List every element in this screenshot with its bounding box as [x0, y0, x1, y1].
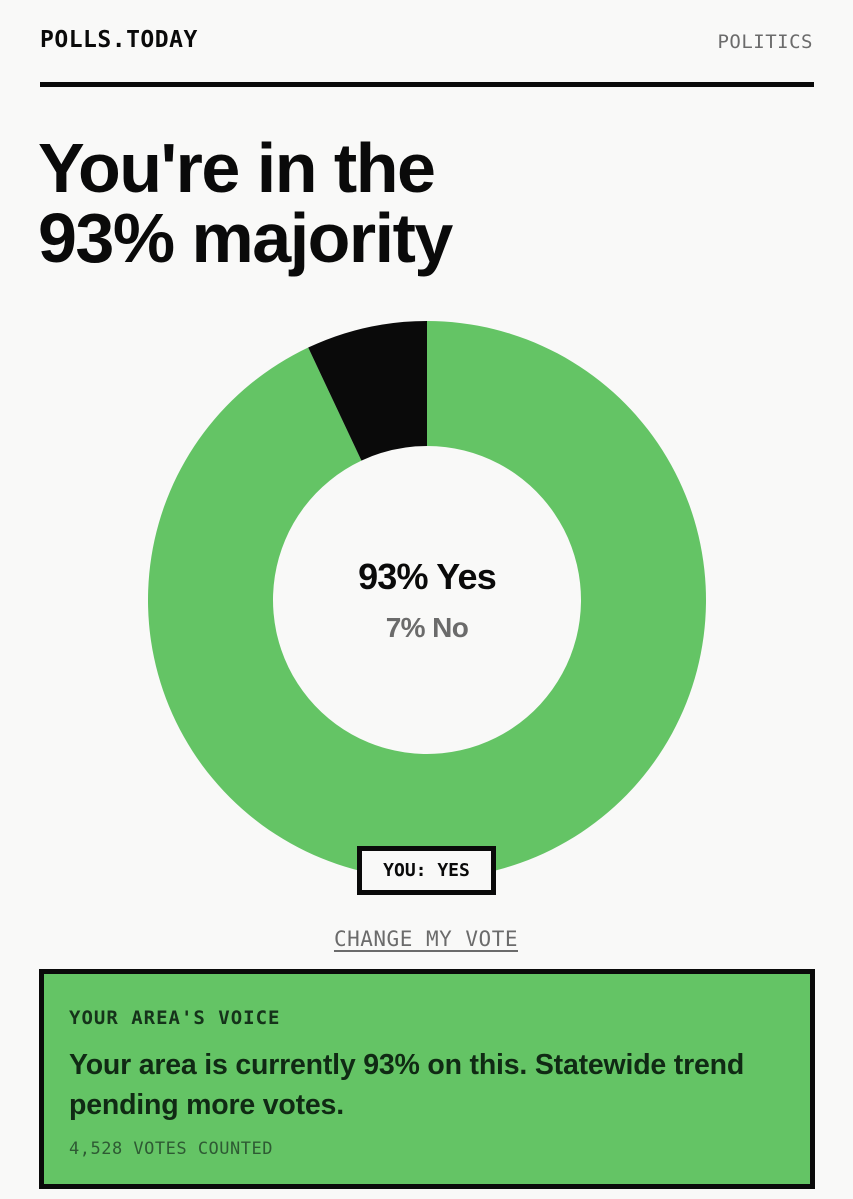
section-label[interactable]: POLITICS [717, 31, 813, 53]
area-voice-card: YOUR AREA'S VOICE Your area is currently… [39, 969, 815, 1189]
area-voice-label: YOUR AREA'S VOICE [69, 1007, 281, 1029]
area-voice-message: Your area is currently 93% on this. Stat… [69, 1049, 745, 1121]
header-divider [40, 82, 814, 87]
donut-slice-no [308, 321, 427, 461]
page-title: You're in the 93% majority [38, 129, 453, 277]
donut-slice-yes [148, 321, 707, 880]
center-no-result: 7% No [385, 612, 469, 643]
change-vote-link[interactable]: CHANGE MY VOTE [333, 927, 518, 951]
headline-line-2: 93% majority [38, 199, 453, 277]
your-vote-badge: YOU: YES [357, 846, 496, 895]
votes-counted: 4,528 VOTES COUNTED [69, 1139, 273, 1159]
headline-line-1: You're in the [38, 129, 436, 207]
center-yes-result: 93% Yes [358, 556, 497, 597]
brand-logo[interactable]: POLLS.TODAY [40, 27, 198, 53]
